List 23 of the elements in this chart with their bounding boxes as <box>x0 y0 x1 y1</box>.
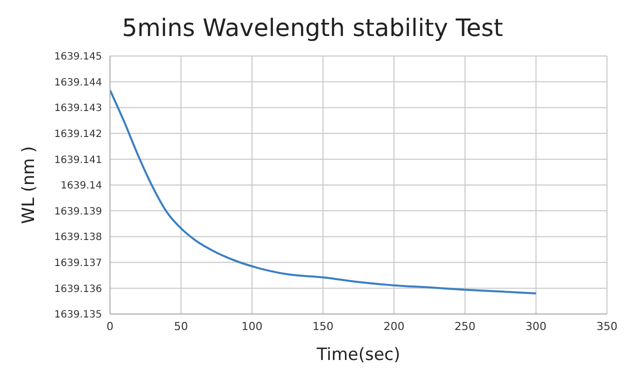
x-tick-label: 50 <box>174 320 188 333</box>
x-axis-title: Time(sec) <box>316 345 400 365</box>
y-tick-label: 1639.143 <box>54 103 102 114</box>
y-tick-label: 1639.138 <box>54 232 102 244</box>
x-tick-label: 250 <box>454 320 476 333</box>
y-tick-label: 1639.141 <box>54 154 102 166</box>
y-tick-label: 1639.136 <box>54 284 102 295</box>
y-tick-label: 1639.139 <box>54 206 102 218</box>
y-axis-title: WL (nm ) <box>19 146 40 224</box>
y-tick-label: 1639.137 <box>54 258 102 269</box>
y-tick-label: 1639.135 <box>54 310 102 321</box>
chart-title: 5mins Wavelength stability Test <box>120 13 504 44</box>
y-tick-label: 1639.144 <box>54 77 102 88</box>
y-tick-label: 1639.142 <box>54 128 102 140</box>
x-tick-label: 200 <box>384 320 404 333</box>
x-tick-label: 150 <box>312 320 334 333</box>
line-series <box>110 89 537 294</box>
y-tick-label: 1639.145 <box>54 52 102 63</box>
x-tick-label: 0 <box>106 320 114 333</box>
x-tick-label: 300 <box>526 320 546 333</box>
x-tick-label: 350 <box>596 320 618 333</box>
x-tick-label: 100 <box>242 320 262 333</box>
y-tick-label: 1639.14 <box>60 180 102 192</box>
